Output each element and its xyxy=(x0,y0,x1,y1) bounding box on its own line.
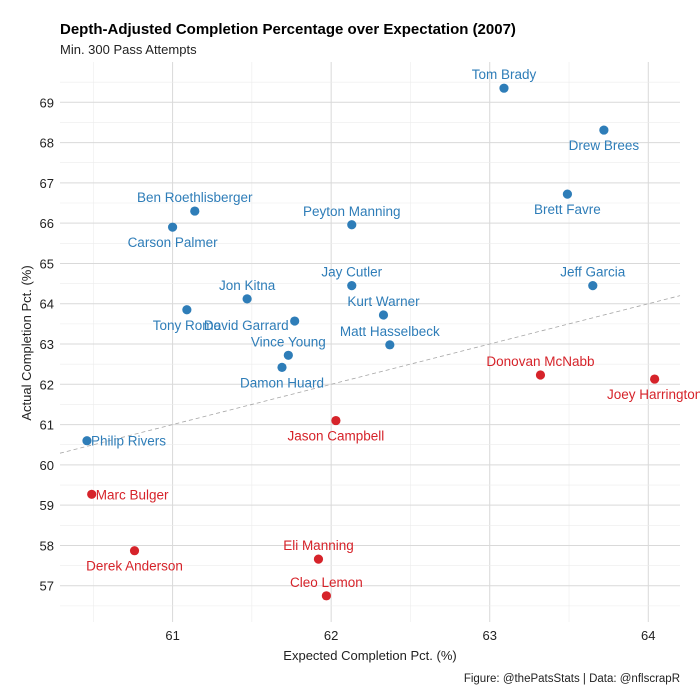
point-label: Joey Harrington xyxy=(607,387,700,402)
data-point xyxy=(82,436,92,446)
x-tick-label: 61 xyxy=(165,628,179,643)
data-point xyxy=(650,374,660,384)
data-point xyxy=(588,280,598,291)
point-label: Derek Anderson xyxy=(86,559,183,574)
data-point xyxy=(277,362,287,372)
point-label: Carson Palmer xyxy=(128,235,219,250)
y-tick-label: 63 xyxy=(40,337,54,352)
grid xyxy=(60,62,680,622)
reference-line-y-equals-x xyxy=(59,295,681,454)
point-label: Matt Hasselbeck xyxy=(340,324,440,339)
data-point xyxy=(129,546,140,556)
point-label: Tony Romo xyxy=(153,318,221,333)
data-point xyxy=(562,189,573,199)
axis-ticks: 61 62 63 64 57 58 59 60 61 62 63 64 65 66 67 68 69 xyxy=(40,95,656,643)
chart-subtitle: Min. 300 Pass Attempts xyxy=(60,42,197,57)
data-point xyxy=(242,294,252,304)
point-label: Jay Cutler xyxy=(321,265,382,280)
point-label: Drew Brees xyxy=(569,138,640,153)
data-point xyxy=(182,305,192,315)
y-tick-label: 57 xyxy=(40,579,54,594)
data-point xyxy=(167,222,178,232)
reference-line xyxy=(59,295,681,454)
data-point xyxy=(283,350,293,360)
x-tick-label: 62 xyxy=(324,628,338,643)
point-label: Peyton Manning xyxy=(303,204,401,219)
point-label: Brett Favre xyxy=(534,202,601,217)
data-point xyxy=(290,316,300,326)
y-tick-label: 69 xyxy=(40,95,54,110)
chart-caption: Figure: @thePatsStats | Data: @nflscrapR xyxy=(464,673,680,685)
y-tick-label: 58 xyxy=(40,538,54,553)
x-tick-label: 63 xyxy=(482,628,496,643)
point-label: Eli Manning xyxy=(283,538,354,553)
data-point xyxy=(599,125,609,135)
y-tick-label: 61 xyxy=(40,418,54,433)
point-label: Cleo Lemon xyxy=(290,575,363,590)
point-label: Jon Kitna xyxy=(219,278,276,293)
point-label: Philip Rivers xyxy=(91,434,166,449)
data-point xyxy=(331,415,341,426)
point-label: Jason Campbell xyxy=(288,429,385,444)
data-point xyxy=(378,310,389,320)
point-labels: Tom Brady Drew Brees Brett Favre Ben Roethl… xyxy=(86,67,700,590)
y-tick-label: 67 xyxy=(40,176,54,191)
point-label: Donovan McNabb xyxy=(486,354,594,369)
data-points xyxy=(82,83,660,601)
y-axis-title: Actual Completion Pct. (%) xyxy=(19,265,34,420)
y-tick-label: 66 xyxy=(40,216,54,231)
point-label: Damon Huard xyxy=(240,375,324,390)
point-label: Kurt Warner xyxy=(347,294,420,309)
chart-title: Depth-Adjusted Completion Percentage ove… xyxy=(60,21,516,38)
point-label: Jeff Garcia xyxy=(560,265,626,280)
data-point xyxy=(347,220,357,230)
point-label: Vince Young xyxy=(251,334,326,349)
data-point xyxy=(313,554,324,564)
point-label: Tom Brady xyxy=(472,67,537,82)
y-tick-label: 62 xyxy=(40,377,54,392)
y-tick-label: 59 xyxy=(40,498,54,513)
data-point xyxy=(535,370,546,380)
data-point xyxy=(87,489,97,499)
x-tick-label: 64 xyxy=(641,628,655,643)
x-axis-title: Expected Completion Pct. (%) xyxy=(283,648,456,663)
data-point xyxy=(385,340,395,350)
y-tick-label: 60 xyxy=(40,458,54,473)
point-label: David Garrard xyxy=(204,318,289,333)
data-point xyxy=(499,83,509,93)
point-label: Ben Roethlisberger xyxy=(137,190,253,205)
y-tick-label: 68 xyxy=(40,136,54,151)
y-tick-label: 65 xyxy=(40,256,54,271)
y-tick-label: 64 xyxy=(40,297,54,312)
point-label: Marc Bulger xyxy=(96,487,169,502)
data-point xyxy=(347,280,357,291)
data-point xyxy=(190,206,200,216)
data-point xyxy=(321,591,331,601)
